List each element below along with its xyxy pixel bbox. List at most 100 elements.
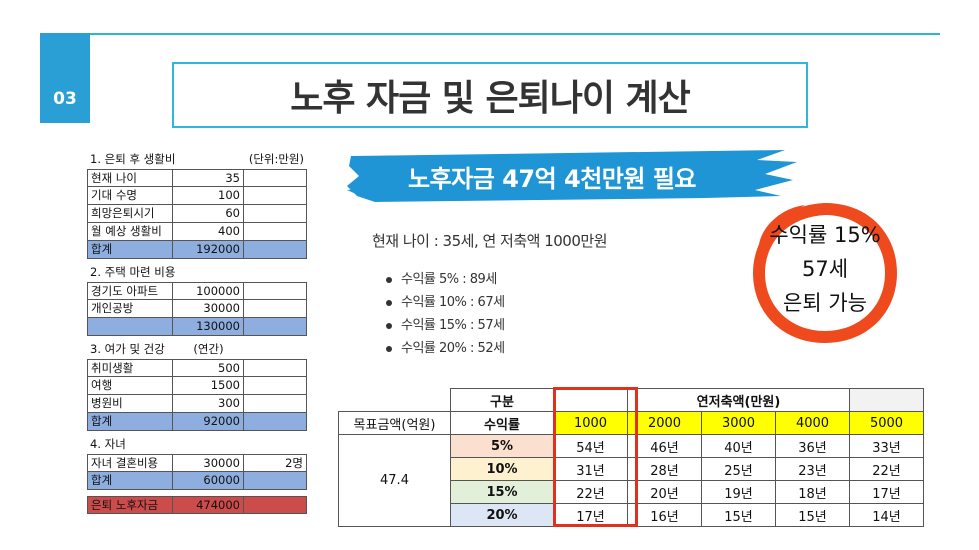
cell-label: 병원비 [87, 395, 173, 413]
sheet-row: 여행 1500 [87, 377, 307, 395]
cell-value: 474000 [173, 496, 244, 514]
bullet-icon [386, 299, 392, 306]
cell-value: 192000 [173, 241, 244, 259]
savings-cell: 4000 [775, 411, 850, 435]
list-item: 수익률 15% : 57세 [386, 314, 505, 337]
cell-extra [244, 413, 307, 431]
savings-cell: 3000 [701, 411, 776, 435]
years-cell: 23년 [775, 457, 850, 481]
budget-sheet: 1. 은퇴 후 생활비 (단위:만원) 현재 나이 35 기대 수명 100 희망은… [87, 151, 307, 519]
years-cell: 31년 [553, 457, 628, 481]
sheet-row: 경기도 아파트 100000 [87, 282, 307, 300]
cell-value: 500 [173, 359, 244, 377]
section-unit [244, 264, 307, 282]
sheet-row: 취미생활 500 [87, 359, 307, 377]
section-unit [244, 436, 307, 454]
table-row: 20% 17년 16년 15년 15년 14년 [339, 503, 924, 527]
table-row: 목표금액(억원) 수익률 1000 2000 3000 4000 5000 [338, 411, 924, 435]
cell-value: 35 [173, 169, 244, 187]
sheet-row: 개인공방 30000 [87, 300, 307, 318]
sheet-total-row: 합계 92000 [87, 413, 307, 431]
section-title: 4. 자녀 [90, 437, 126, 451]
sheet-section-header: 2. 주택 마련 비용 [87, 264, 307, 282]
callout-text: 수익률 15% 57세 은퇴 가능 [760, 218, 890, 320]
cell-label: 자녀 결혼비용 [87, 454, 173, 472]
sheet-total-row: 합계 60000 [87, 472, 307, 490]
cell-label: 경기도 아파트 [87, 282, 173, 300]
cell-value: 1500 [173, 377, 244, 395]
callout-line: 57세 [801, 257, 849, 281]
callout-line: 수익률 15% [769, 223, 881, 247]
rate-cell: 5% [450, 434, 554, 458]
cell-extra [244, 300, 307, 318]
cell-extra: 2명 [244, 454, 307, 472]
cell-extra [244, 377, 307, 395]
header-line [40, 33, 940, 35]
sheet-section-header: 4. 자녀 [87, 436, 307, 454]
sheet-total-row: 합계 192000 [87, 241, 307, 259]
sheet-section-header: 1. 은퇴 후 생활비 (단위:만원) [87, 151, 307, 169]
years-cell: 14년 [849, 503, 924, 527]
sheet-section-header: 3. 여가 및 건강 (연간) [87, 341, 307, 359]
cell-label: 합계 [87, 413, 173, 431]
cell-extra [244, 395, 307, 413]
cell-value: 100000 [173, 282, 244, 300]
section-title: 3. 여가 및 건강 [90, 342, 165, 356]
cell-extra [244, 472, 307, 490]
sheet-row: 병원비 300 [87, 395, 307, 413]
target-value: 47.4 [338, 434, 451, 527]
rate-cell: 15% [450, 480, 554, 504]
header-rate: 수익률 [450, 411, 554, 435]
years-cell: 15년 [701, 503, 776, 527]
cell-extra [244, 496, 307, 514]
brush-stroke-banner [347, 150, 797, 202]
bullet-icon [386, 276, 392, 283]
sheet-row: 희망은퇴시기 60 [87, 205, 307, 223]
cell-value: 400 [173, 223, 244, 241]
sheet-row: 자녀 결혼비용 30000 2명 [87, 454, 307, 472]
savings-cell: 2000 [627, 411, 702, 435]
savings-cell: 5000 [849, 411, 924, 435]
sheet-section-leisure-health: 3. 여가 및 건강 (연간) 취미생활 500 여행 1500 병원비 300 합계… [87, 341, 307, 431]
cell-label [87, 318, 173, 336]
years-cell: 18년 [775, 480, 850, 504]
years-cell: 54년 [553, 434, 628, 458]
bullet-icon [386, 345, 392, 352]
highlight-box [553, 387, 638, 527]
cell-label: 합계 [87, 241, 173, 259]
years-cell: 22년 [849, 457, 924, 481]
sheet-grand-total-row: 은퇴 노후자금 474000 [87, 496, 307, 514]
sheet-section-housing: 2. 주택 마련 비용 경기도 아파트 100000 개인공방 30000 1300… [87, 264, 307, 336]
years-cell: 28년 [627, 457, 702, 481]
bullet-text: 수익률 5% : 89세 [401, 272, 497, 287]
years-cell: 33년 [849, 434, 924, 458]
slide-number: 03 [53, 89, 77, 109]
bullet-text: 수익률 20% : 52세 [401, 341, 505, 356]
slide-number-badge: 03 [40, 33, 90, 123]
cell-value: 30000 [173, 300, 244, 318]
list-item: 수익률 10% : 67세 [386, 291, 505, 314]
sheet-row: 기대 수명 100 [87, 187, 307, 205]
header-gubun: 구분 [450, 388, 554, 412]
cell-value: 30000 [173, 454, 244, 472]
cell-value: 60 [173, 205, 244, 223]
cell-label: 은퇴 노후자금 [87, 496, 173, 514]
bullet-text: 수익률 15% : 57세 [401, 318, 505, 333]
sheet-section-children: 4. 자녀 자녀 결혼비용 30000 2명 합계 60000 [87, 436, 307, 490]
years-cell: 15년 [775, 503, 850, 527]
section-unit: (연간) [193, 342, 224, 356]
years-cell: 40년 [701, 434, 776, 458]
section-title: 1. 은퇴 후 생활비 [90, 152, 176, 166]
empty-cell [338, 388, 451, 412]
section-unit: (단위:만원) [248, 152, 304, 166]
cell-label: 개인공방 [87, 300, 173, 318]
cell-label: 합계 [87, 472, 173, 490]
bullet-text: 수익률 10% : 67세 [401, 295, 505, 310]
cell-extra [244, 223, 307, 241]
header-savings: 연저축액(만원) [627, 388, 850, 412]
return-bullet-list: 수익률 5% : 89세 수익률 10% : 67세 수익률 15% : 57세… [386, 268, 505, 360]
sheet-row: 현재 나이 35 [87, 169, 307, 187]
cell-label: 여행 [87, 377, 173, 395]
list-item: 수익률 20% : 52세 [386, 337, 505, 360]
banner-text: 노후자금 47억 4천만원 필요 [408, 164, 696, 193]
